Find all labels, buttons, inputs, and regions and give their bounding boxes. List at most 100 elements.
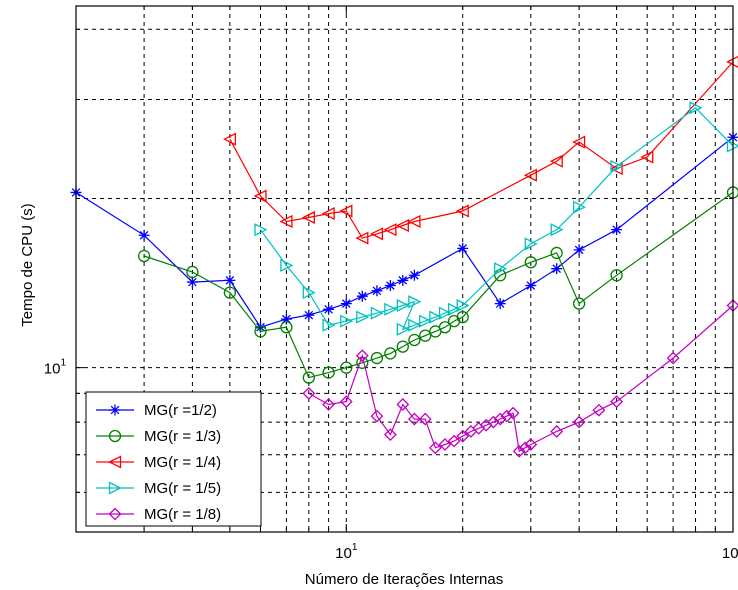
data-point [494,269,507,282]
data-point [370,306,384,320]
legend-marker [108,429,122,443]
data-point [494,298,506,310]
data-point [396,340,409,353]
data-point [321,207,335,221]
data-point [640,150,654,164]
legend-label: MG(r = 1/3) [144,428,221,445]
x-axis-label: Número de Iterações Internas [305,571,503,588]
data-point [494,262,508,276]
legend-marker [109,404,121,416]
data-point [355,231,369,245]
data-point [302,286,316,300]
data-point [138,229,150,241]
legend-label: MG(r = 1/8) [144,506,221,523]
data-point [438,321,452,334]
data-point [524,438,538,451]
data-point [396,322,410,336]
ticks: 101 102 101 [44,6,738,562]
data-point [419,329,432,342]
legend-entry: MG(r = 1/4) [96,454,221,471]
data-point [456,310,469,324]
data-point [549,154,563,168]
data-point [339,395,353,409]
data-point [370,409,384,423]
data-point [383,223,397,237]
data-point [224,274,236,286]
series-1 [70,131,738,333]
data-point [572,297,586,310]
data-point [396,298,410,313]
data-point [186,276,198,288]
series-line [143,191,734,379]
data-point [408,333,421,347]
data-point [280,258,294,272]
data-point [550,223,564,237]
data-point [279,214,293,229]
data-point [407,214,421,229]
legend-entry: MG(r =1/2) [96,402,217,419]
legend-label: MG(r = 1/5) [144,480,221,497]
legend-entry: MG(r = 1/8) [96,506,221,523]
data-point [486,415,500,429]
data-point [456,298,470,313]
data-point [408,295,422,309]
data-point [610,395,624,409]
data-point [395,218,409,233]
data-point [254,223,268,237]
data-point [572,135,586,149]
data-point [419,314,433,328]
data-point [512,444,526,458]
plot-frame [75,5,734,533]
data-point [384,347,397,360]
data-point [524,256,537,269]
data-point [301,210,315,225]
data-point [572,200,587,214]
legend-entry: MG(r = 1/3) [96,428,221,445]
data-point [384,280,396,292]
data-point [611,224,623,236]
data-point [610,269,623,282]
data-point [323,303,335,315]
data-point [447,434,461,448]
data-point [592,403,606,417]
legend-entry: MG(r = 1/5) [96,480,221,497]
data-point [550,246,563,260]
data-point [500,409,514,423]
data-point [255,321,267,333]
data-point [418,412,432,426]
data-point [493,412,507,426]
y-tick-label: 101 [44,358,67,378]
data-point [369,227,384,241]
legend-label: MG(r = 1/4) [144,454,221,471]
data-point [396,398,410,411]
data-point [438,438,452,451]
data-point [339,204,353,218]
legend-marker [108,507,122,521]
data-point [355,349,369,363]
data-point [340,298,352,310]
data-point [222,132,237,146]
legend-marker [108,481,122,495]
data-point [523,168,537,182]
data-point [572,415,586,429]
data-point [322,398,336,411]
data-point [429,310,443,324]
data-point [186,265,199,279]
x-tick-label: 102 [722,542,738,562]
data-point [253,189,267,203]
series-4 [254,101,738,336]
data-point [551,263,563,275]
data-point [303,309,315,321]
data-point [408,269,420,281]
data-point [302,386,316,400]
legend: MG(r =1/2) MG(r = 1/3) MG(r = 1/4) MG(r = 1… [85,391,262,527]
data-point [137,249,151,263]
data-point [322,366,335,379]
data-point [356,310,370,324]
legend-marker [108,455,122,469]
data-point [550,425,564,438]
data-point [407,412,421,426]
legend-label: MG(r =1/2) [144,402,217,419]
data-point [223,286,237,299]
series-layer [70,55,738,458]
